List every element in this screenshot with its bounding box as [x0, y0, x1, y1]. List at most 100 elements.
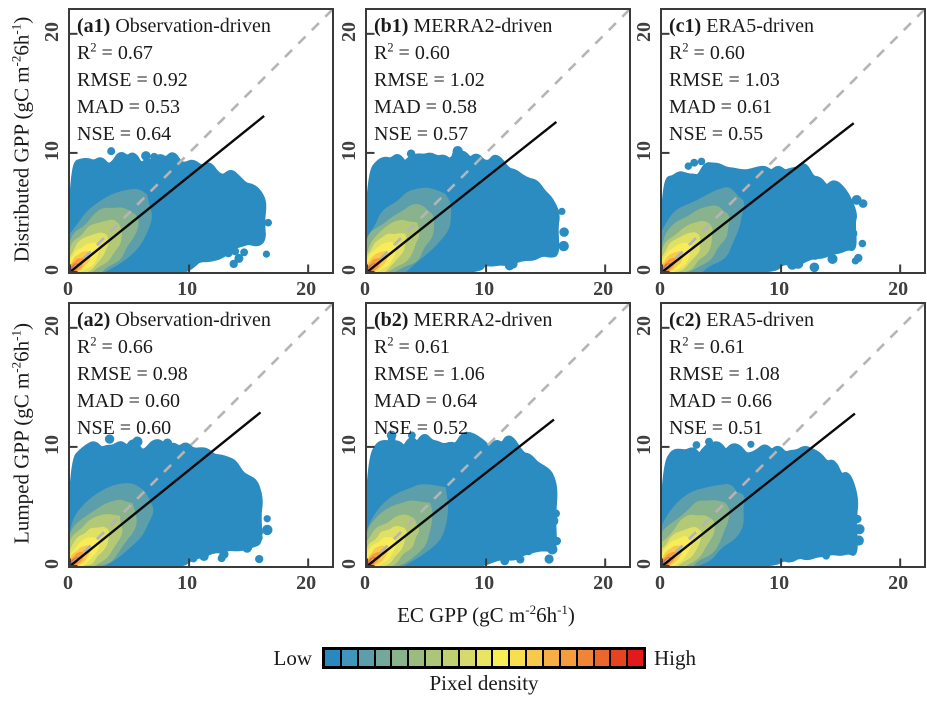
y-tick-label: 0	[41, 559, 63, 569]
identity-line	[367, 10, 629, 272]
stat-line-nse: NSE = 0.64	[77, 123, 172, 145]
colorbar-cell-15	[576, 649, 594, 667]
y-axis-label-lumped-gpp: Lumped GPP (gC m-26h-1)	[8, 323, 34, 544]
colorbar-cell-0	[324, 649, 341, 667]
panel-stats-block: (c1) ERA5-driven R2 = 0.60 RMSE = 1.03 MAD …	[669, 13, 814, 148]
stat-line-mad: MAD = 0.60	[77, 390, 180, 412]
fit-line	[70, 411, 262, 566]
stat-line-mad: MAD = 0.64	[374, 390, 477, 412]
y-tick-label: 20	[338, 315, 360, 336]
stat-line-r: R2 = 0.66	[77, 334, 153, 358]
x-tick-label: 10	[769, 278, 790, 300]
x-tick-label: 0	[63, 278, 73, 300]
colorbar	[322, 647, 646, 669]
x-axis-label: EC GPP (gC m-26h-1)	[397, 602, 575, 627]
y-tick-label: 0	[338, 559, 360, 569]
colorbar-cell-7	[441, 649, 459, 667]
x-tick-label: 0	[655, 572, 665, 594]
y-tick-label: 20	[41, 315, 63, 336]
y-axis-label-distributed-gpp: Distributed GPP (gC m-26h-1)	[8, 16, 34, 263]
y-tick-label: 10	[338, 434, 360, 455]
density-plot-b2	[367, 304, 629, 566]
stat-line-rmse: RMSE = 1.03	[669, 69, 780, 91]
colorbar-cell-5	[408, 649, 426, 667]
y-tick-label: 0	[633, 559, 655, 569]
stat-line-mad: MAD = 0.58	[374, 96, 477, 118]
identity-line	[70, 304, 332, 566]
identity-line	[367, 304, 629, 566]
colorbar-cell-18	[627, 649, 645, 667]
x-tick-label: 0	[360, 572, 370, 594]
colorbar-title: Pixel density	[429, 671, 539, 695]
y-tick-label: 0	[41, 265, 63, 275]
panel-title: (a1) Observation-driven	[77, 15, 271, 37]
panel-stats-block: (a2) Observation-driven R2 = 0.66 RMSE = 0…	[77, 307, 271, 442]
colorbar-cell-1	[340, 649, 358, 667]
colorbar-cell-17	[610, 649, 628, 667]
y-tick-label: 10	[633, 434, 655, 455]
colorbar-cell-3	[374, 649, 392, 667]
stat-line-nse: NSE = 0.55	[669, 123, 764, 145]
stat-line-nse: NSE = 0.57	[374, 123, 469, 145]
colorbar-cell-14	[559, 649, 577, 667]
panel-title: (c2) ERA5-driven	[669, 309, 814, 331]
x-tick-label: 0	[655, 278, 665, 300]
panel-title: (b1) MERRA2-driven	[374, 15, 553, 37]
x-tick-label: 20	[296, 278, 317, 300]
panel-a1: (a1) Observation-driven R2 = 0.67 RMSE = 0…	[68, 8, 334, 274]
panel-stats-block: (b1) MERRA2-driven R2 = 0.60 RMSE = 1.02 MA…	[374, 13, 552, 148]
stat-line-mad: MAD = 0.66	[669, 390, 772, 412]
panel-stats-block: (c2) ERA5-driven R2 = 0.61 RMSE = 1.08 MAD …	[669, 307, 814, 442]
x-tick-label: 10	[769, 572, 790, 594]
stat-line-r: R2 = 0.67	[77, 40, 153, 64]
identity-line	[662, 10, 924, 272]
x-tick-label: 20	[593, 572, 614, 594]
panel-stats-block: (b2) MERRA2-driven R2 = 0.61 RMSE = 1.06 MA…	[374, 307, 552, 442]
density-plot-c2	[662, 304, 924, 566]
y-tick-label: 20	[633, 21, 655, 42]
x-tick-label: 10	[474, 572, 495, 594]
stat-line-nse: NSE = 0.51	[669, 417, 764, 439]
stat-line-mad: MAD = 0.61	[669, 96, 772, 118]
stat-line-rmse: RMSE = 1.06	[374, 363, 485, 385]
identity-line	[70, 10, 332, 272]
y-tick-label: 10	[41, 434, 63, 455]
colorbar-cell-6	[425, 649, 442, 667]
y-tick-label: 0	[633, 265, 655, 275]
x-tick-label: 20	[888, 278, 909, 300]
identity-line	[662, 304, 924, 566]
colorbar-high-label: High	[654, 646, 696, 670]
y-tick-label: 20	[41, 21, 63, 42]
x-tick-label: 20	[888, 572, 909, 594]
x-tick-label: 10	[177, 572, 198, 594]
stat-line-r: R2 = 0.61	[374, 334, 450, 358]
colorbar-cell-4	[391, 649, 409, 667]
x-tick-label: 0	[360, 278, 370, 300]
panel-c1: (c1) ERA5-driven R2 = 0.60 RMSE = 1.03 MAD …	[660, 8, 926, 274]
y-tick-label: 20	[338, 21, 360, 42]
stat-line-rmse: RMSE = 0.98	[77, 363, 188, 385]
fit-line	[367, 418, 555, 566]
x-tick-label: 20	[296, 572, 317, 594]
y-tick-label: 20	[633, 315, 655, 336]
panel-c2: (c2) ERA5-driven R2 = 0.61 RMSE = 1.08 MAD …	[660, 302, 926, 568]
density-plot-b1	[367, 10, 629, 272]
fit-line	[70, 115, 265, 272]
y-tick-label: 10	[338, 140, 360, 161]
x-tick-label: 0	[63, 572, 73, 594]
stat-line-rmse: RMSE = 0.92	[77, 69, 188, 91]
colorbar-cell-12	[526, 649, 543, 667]
fit-line	[367, 121, 558, 272]
stat-line-r: R2 = 0.61	[669, 334, 745, 358]
density-plot-a2	[70, 304, 332, 566]
stat-line-nse: NSE = 0.52	[374, 417, 469, 439]
x-tick-label: 20	[593, 278, 614, 300]
colorbar-cell-13	[542, 649, 560, 667]
y-tick-label: 10	[633, 140, 655, 161]
x-tick-label: 10	[474, 278, 495, 300]
y-tick-label: 10	[41, 140, 63, 161]
colorbar-cell-10	[492, 649, 510, 667]
colorbar-low-label: Low	[273, 646, 313, 670]
stat-line-rmse: RMSE = 1.08	[669, 363, 780, 385]
